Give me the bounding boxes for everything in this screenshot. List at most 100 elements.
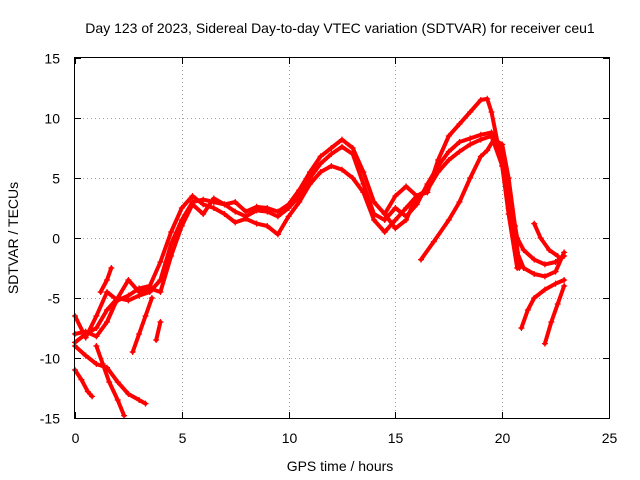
data-point xyxy=(136,397,143,403)
data-point xyxy=(328,163,335,169)
axes: 0 5 10 15 20 25 -15 -10 -5 0 5 10 15 xyxy=(40,51,618,447)
data-point xyxy=(512,223,519,229)
data-point xyxy=(114,379,121,385)
data-point xyxy=(392,225,399,232)
data-point xyxy=(136,289,143,295)
data-point xyxy=(104,289,111,295)
data-point xyxy=(456,139,463,145)
data-point xyxy=(477,136,484,143)
y-tick-label: -5 xyxy=(48,291,61,307)
data-point xyxy=(82,328,89,335)
data-point xyxy=(317,160,324,167)
data-point xyxy=(253,220,260,227)
data-point xyxy=(274,208,281,215)
data-point xyxy=(424,189,431,196)
data-point xyxy=(546,247,553,253)
data-point xyxy=(93,313,100,319)
data-point xyxy=(520,247,527,253)
series-line xyxy=(130,296,154,354)
data-point xyxy=(484,95,491,102)
data-point xyxy=(516,265,523,271)
data-point xyxy=(456,199,463,205)
data-point xyxy=(490,136,497,143)
y-tick-label: 0 xyxy=(52,231,60,247)
series-track-12 xyxy=(541,283,568,347)
series-line xyxy=(532,221,560,258)
series-track-3 xyxy=(72,95,521,340)
data-point xyxy=(210,205,217,211)
data-point xyxy=(531,295,538,301)
data-point xyxy=(296,199,303,205)
data-point xyxy=(477,153,484,160)
data-point xyxy=(467,135,474,142)
data-point xyxy=(306,181,313,187)
data-point xyxy=(339,166,345,173)
series-line xyxy=(73,368,95,399)
series-line xyxy=(154,320,163,342)
data-point xyxy=(93,333,100,340)
data-point xyxy=(477,97,484,103)
data-point xyxy=(467,175,474,181)
data-point xyxy=(541,340,548,347)
data-series xyxy=(72,95,568,419)
data-point xyxy=(467,109,474,115)
data-point xyxy=(125,292,132,299)
data-point xyxy=(242,215,249,222)
series-line xyxy=(73,344,148,406)
data-point xyxy=(168,253,175,259)
x-tick-label: 15 xyxy=(388,430,404,446)
y-tick-label: -10 xyxy=(40,351,60,367)
data-point xyxy=(285,213,292,220)
data-point xyxy=(157,259,164,265)
data-point xyxy=(518,325,525,331)
data-point xyxy=(189,193,196,199)
data-point xyxy=(97,289,104,295)
data-point xyxy=(317,169,324,175)
data-point xyxy=(552,280,559,287)
data-point xyxy=(264,223,271,229)
x-tick-label: 5 xyxy=(179,430,187,446)
data-point xyxy=(505,211,512,217)
series-track-9 xyxy=(153,319,164,343)
data-point xyxy=(418,256,425,263)
data-point xyxy=(445,148,452,155)
data-point xyxy=(142,400,149,407)
data-point xyxy=(456,121,463,127)
data-point xyxy=(403,217,410,223)
series-track-13 xyxy=(531,220,561,259)
data-point xyxy=(524,307,531,313)
data-point xyxy=(499,141,506,148)
series-track-14 xyxy=(381,193,420,232)
plot-frame xyxy=(74,57,610,419)
data-point xyxy=(93,325,100,331)
data-point xyxy=(253,203,260,210)
data-point xyxy=(78,376,85,383)
series-track-7 xyxy=(97,265,115,295)
data-point xyxy=(392,193,399,199)
data-point xyxy=(371,217,378,223)
data-point xyxy=(104,319,111,325)
data-point xyxy=(296,187,303,193)
data-point xyxy=(108,265,115,271)
y-tick-label: 5 xyxy=(52,171,60,187)
x-tick-label: 0 xyxy=(72,430,80,446)
data-point xyxy=(306,169,313,175)
data-point xyxy=(445,133,452,139)
data-point xyxy=(104,277,111,283)
series-track-6 xyxy=(93,343,128,419)
data-point xyxy=(242,208,249,215)
data-point xyxy=(136,331,143,337)
data-point xyxy=(232,199,239,205)
data-point xyxy=(561,249,568,256)
data-point xyxy=(371,199,378,205)
data-point xyxy=(93,343,100,349)
data-point xyxy=(178,223,185,229)
data-point xyxy=(488,109,495,115)
data-point xyxy=(531,256,538,263)
series-line xyxy=(382,194,419,231)
data-point xyxy=(360,189,367,196)
data-point xyxy=(317,153,324,160)
series-line xyxy=(542,284,567,346)
data-point xyxy=(285,201,292,208)
data-point xyxy=(430,238,437,245)
